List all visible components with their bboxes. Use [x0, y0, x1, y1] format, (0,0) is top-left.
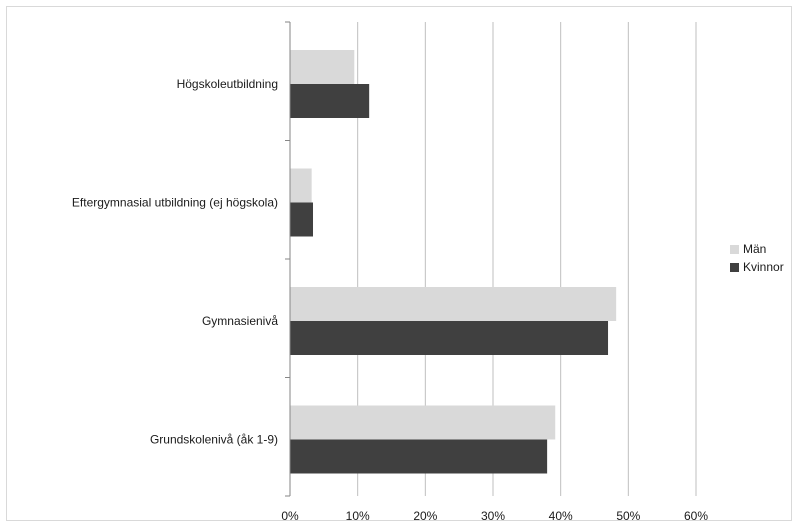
x-tick-label: 20% — [413, 509, 437, 523]
bar-kvinnor — [290, 84, 370, 118]
category-label: Eftergymnasial utbildning (ej högskola) — [72, 196, 278, 210]
category-label: Grundskolenivå (åk 1-9) — [150, 433, 278, 447]
category-label: Gymnasienivå — [202, 314, 278, 328]
x-tick-label: 40% — [549, 509, 573, 523]
bar-man — [290, 287, 617, 321]
x-tick-label: 60% — [684, 509, 708, 523]
bar-kvinnor — [290, 439, 548, 474]
legend-swatch — [730, 245, 739, 254]
x-tick-label: 30% — [481, 509, 505, 523]
legend-swatch — [730, 263, 739, 272]
bar-man — [290, 50, 355, 84]
category-label: Högskoleutbildning — [177, 77, 278, 91]
x-tick-label: 0% — [281, 509, 299, 523]
bar-man — [290, 168, 312, 203]
bar-kvinnor — [290, 202, 314, 237]
x-tick-label: 10% — [346, 509, 370, 523]
bar-man — [290, 405, 556, 440]
bar-kvinnor — [290, 321, 609, 355]
legend-label-kvinnor: Kvinnor — [743, 260, 784, 274]
legend-label-man: Män — [743, 242, 766, 256]
x-tick-label: 50% — [616, 509, 640, 523]
